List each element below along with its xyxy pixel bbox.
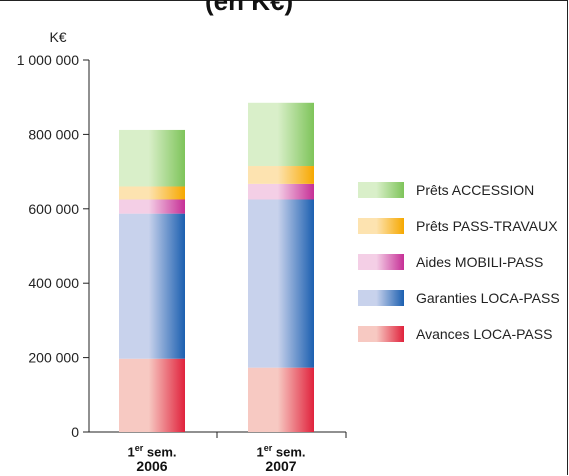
legend-item: Prêts PASS-TRAVAUX	[358, 208, 560, 244]
y-tick-label: 200 000	[28, 350, 79, 366]
x-tick-label: 1er sem. 2006	[107, 441, 197, 474]
y-tick-label: 0	[71, 424, 79, 440]
y-tick-label: 800 000	[28, 126, 79, 142]
bar-segment-pr-ts-accession-0	[119, 129, 185, 187]
x-tick-label-suffix: sem.	[143, 444, 177, 460]
bar-segment-avances-loca-pass-0	[119, 358, 185, 432]
x-tick-label-year: 2007	[265, 458, 297, 475]
x-tick-label-prefix: 1	[127, 444, 135, 460]
legend-label: Prêts ACCESSION	[416, 182, 535, 198]
x-tick-label: 1er sem. 2007	[236, 441, 326, 474]
bar-segment-garanties-loca-pass-0	[119, 213, 185, 359]
y-tick-label: 600 000	[28, 201, 79, 217]
bar-segment-pr-ts-pass-travaux-1	[248, 166, 314, 184]
x-tick-label-line1: 1er sem.	[107, 441, 197, 459]
x-tick-label-year: 2006	[136, 458, 168, 475]
x-tick-label-suffix: sem.	[272, 444, 306, 460]
legend-label: Prêts PASS-TRAVAUX	[416, 218, 558, 234]
legend-label: Garanties LOCA-PASS	[416, 290, 560, 306]
bar-segment-garanties-loca-pass-1	[248, 199, 314, 368]
bar-segment-pr-ts-accession-1	[248, 102, 314, 167]
legend-swatch	[358, 218, 404, 234]
bar-segment-pr-ts-pass-travaux-0	[119, 186, 185, 200]
x-tick-label-sup: er	[263, 443, 273, 453]
legend-swatch	[358, 182, 404, 198]
bar-segment-aides-mobili-pass-0	[119, 199, 185, 214]
legend-swatch	[358, 326, 404, 342]
bar-segment-aides-mobili-pass-1	[248, 183, 314, 200]
x-tick-label-prefix: 1	[256, 444, 264, 460]
chart-title-fragment: (en K€)	[205, 0, 294, 16]
x-tick-label-sup: er	[134, 443, 144, 453]
x-tick-label-line1: 1er sem.	[236, 441, 326, 459]
legend-swatch	[358, 254, 404, 270]
legend-swatch	[358, 290, 404, 306]
legend-item: Avances LOCA-PASS	[358, 316, 560, 352]
legend-item: Garanties LOCA-PASS	[358, 280, 560, 316]
legend-label: Avances LOCA-PASS	[416, 326, 553, 342]
legend: Prêts ACCESSION Prêts PASS-TRAVAUX Aides M…	[358, 172, 560, 352]
legend-label: Aides MOBILI-PASS	[416, 254, 544, 270]
y-tick-label: 1 000 000	[17, 52, 79, 68]
y-tick-label: 400 000	[28, 275, 79, 291]
bar-segment-avances-loca-pass-1	[248, 367, 314, 432]
legend-item: Aides MOBILI-PASS	[358, 244, 560, 280]
y-axis-label: K€	[49, 29, 66, 45]
legend-item: Prêts ACCESSION	[358, 172, 560, 208]
